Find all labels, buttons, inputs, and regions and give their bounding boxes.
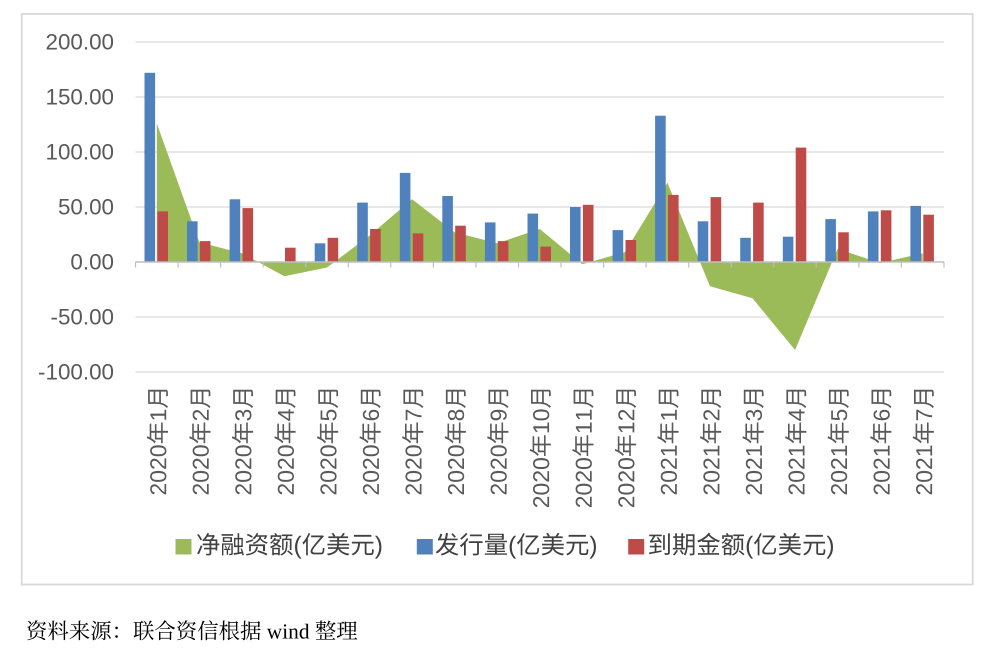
svg-text:150.00: 150.00 [46,85,114,110]
svg-text:0.00: 0.00 [70,250,114,275]
svg-text:-50.00: -50.00 [51,305,115,330]
svg-text:50.00: 50.00 [58,195,114,220]
svg-text:-100.00: -100.00 [38,360,114,385]
svg-text:200.00: 200.00 [46,30,114,55]
svg-text:100.00: 100.00 [46,140,114,165]
